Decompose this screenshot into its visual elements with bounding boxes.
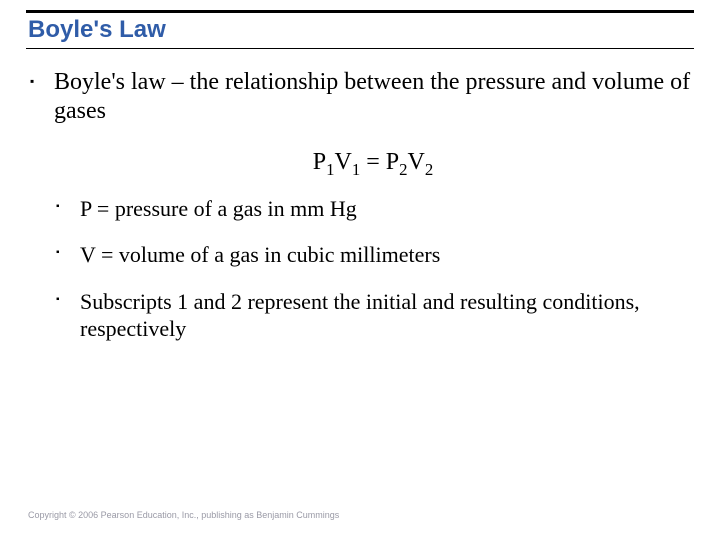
rule-top	[26, 10, 694, 13]
main-bullet: Boyle's law – the relationship between t…	[28, 68, 692, 343]
sub-bullet-list: P = pressure of a gas in mm Hg V = volum…	[54, 196, 692, 343]
slide-content: Boyle's law – the relationship between t…	[28, 68, 692, 363]
copyright-text: Copyright © 2006 Pearson Education, Inc.…	[28, 510, 339, 520]
formula: P1V1 = P2V2	[54, 149, 692, 176]
rule-under-title	[26, 48, 694, 49]
sub-bullet: P = pressure of a gas in mm Hg	[54, 196, 692, 223]
sub-bullet-text: P = pressure of a gas in mm Hg	[80, 196, 692, 223]
sub-bullet: V = volume of a gas in cubic millimeters	[54, 242, 692, 269]
slide-title: Boyle's Law	[28, 16, 166, 44]
sub-bullet: Subscripts 1 and 2 represent the initial…	[54, 289, 692, 343]
sub-bullet-text: V = volume of a gas in cubic millimeters	[80, 242, 692, 269]
sub-bullet-text: Subscripts 1 and 2 represent the initial…	[80, 289, 692, 343]
main-bullet-text: Boyle's law – the relationship between t…	[54, 68, 692, 127]
